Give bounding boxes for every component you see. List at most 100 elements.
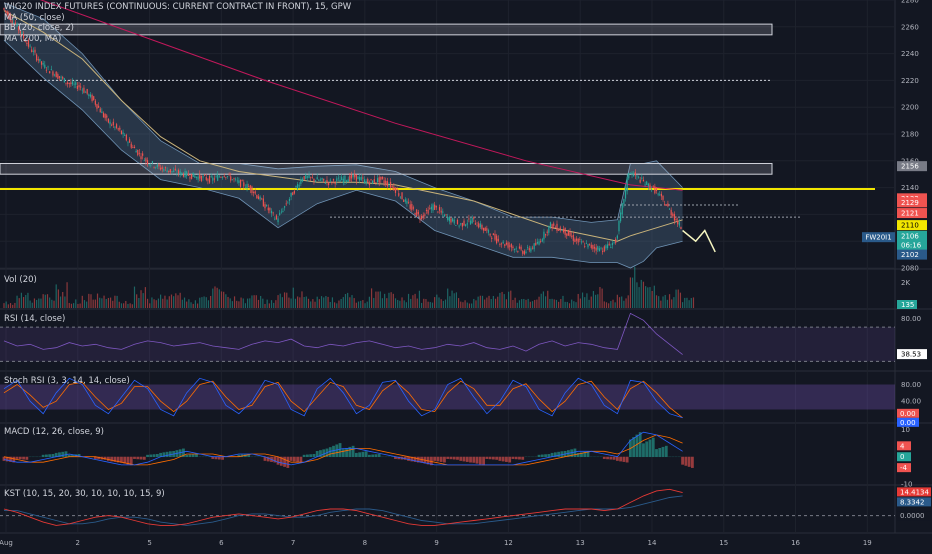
candle-body — [597, 246, 598, 249]
volume-bar — [190, 302, 191, 308]
candle-body — [51, 69, 52, 70]
candle-body — [605, 245, 606, 248]
stoch-rsi-legend[interactable]: Stoch RSI (3, 3, 14, 14, close) — [4, 376, 130, 387]
macd-histogram-bar — [299, 457, 302, 463]
kst-legend[interactable]: KST (10, 15, 20, 30, 10, 10, 10, 15, 9) — [4, 489, 165, 500]
volume-bar — [23, 297, 24, 308]
volume-bar — [591, 297, 592, 308]
volume-bar — [258, 300, 259, 308]
candle-body — [74, 84, 75, 85]
candle-body — [323, 179, 324, 181]
volume-bar — [680, 293, 681, 308]
volume-bar — [304, 297, 305, 308]
candle-body — [352, 175, 353, 177]
candle-body — [258, 196, 259, 199]
volume-bar — [673, 297, 674, 308]
macd-histogram-bar — [538, 455, 541, 457]
candle-body — [167, 170, 168, 172]
volume-bar — [669, 294, 670, 308]
candle-body — [106, 115, 107, 117]
candle-body — [576, 239, 577, 241]
volume-bar — [665, 295, 666, 308]
x-tick-label: 19 — [863, 539, 872, 547]
candle-body — [630, 173, 631, 174]
volume-legend[interactable]: Vol (20) — [4, 275, 37, 286]
stoch-tag: 0.00 — [900, 410, 916, 418]
candle-body — [537, 242, 538, 244]
candle-body — [664, 204, 665, 205]
volume-bar — [447, 289, 448, 308]
volume-bar — [167, 299, 168, 308]
volume-bar — [14, 303, 15, 308]
candle-body — [153, 167, 154, 168]
volume-bar — [173, 296, 174, 308]
macd-histogram-bar — [185, 455, 188, 457]
macd-histogram-bar — [502, 457, 505, 462]
volume-bar — [177, 295, 178, 308]
volume-bar — [525, 300, 526, 308]
volume-bar — [473, 299, 474, 308]
candle-body — [38, 59, 39, 60]
candle-body — [242, 180, 243, 181]
volume-bar — [534, 300, 535, 308]
candle-body — [465, 224, 466, 226]
volume-bar — [562, 296, 563, 308]
volume-bar — [430, 302, 431, 308]
volume-bar — [95, 300, 96, 308]
candle-body — [162, 167, 163, 169]
macd-line — [4, 432, 683, 465]
volume-bar — [90, 294, 91, 308]
volume-bar — [310, 301, 311, 308]
symbol-title[interactable]: WIG20 INDEX FUTURES (CONTINUOUS: CURRENT… — [4, 2, 351, 13]
candle-body — [344, 176, 345, 182]
macd-histogram-bar — [19, 457, 22, 459]
candle-body — [118, 128, 119, 129]
candle-body — [393, 187, 394, 190]
volume-bar — [369, 297, 370, 308]
macd-histogram-bar — [466, 457, 469, 462]
candle-body — [437, 212, 438, 213]
candle-body — [274, 219, 275, 220]
candle-body — [434, 205, 435, 210]
candle-body — [144, 160, 145, 161]
candle-body — [209, 176, 210, 183]
candle-body — [237, 181, 238, 182]
candle-body — [142, 153, 143, 155]
volume-bar — [232, 301, 233, 308]
volume-bar — [80, 304, 81, 308]
ma200-legend[interactable]: MA (200, MA) — [4, 34, 351, 45]
candle-body — [405, 199, 406, 201]
volume-bar — [423, 299, 424, 308]
candle-body — [560, 228, 561, 231]
macd-histogram-bar — [107, 457, 110, 461]
volume-bar — [399, 301, 400, 308]
volume-bar — [21, 293, 22, 308]
volume-bar — [243, 298, 244, 308]
candle-body — [57, 74, 58, 79]
candle-body — [149, 164, 150, 165]
candle-body — [189, 177, 190, 178]
bb-legend[interactable]: BB (20, close, 2) — [4, 23, 351, 34]
macd-legend[interactable]: MACD (12, 26, close, 9) — [4, 427, 104, 438]
volume-bar — [493, 296, 494, 308]
volume-bar — [256, 295, 257, 308]
rsi-legend[interactable]: RSI (14, close) — [4, 314, 65, 325]
ma50-legend[interactable]: MA (50, close) — [4, 13, 351, 24]
y-tick-label: 10 — [901, 426, 910, 434]
candle-body — [503, 242, 504, 243]
candle-body — [490, 234, 491, 236]
x-tick-label: Aug — [0, 539, 13, 547]
candle-body — [359, 177, 360, 180]
volume-bar — [519, 300, 520, 308]
candle-body — [233, 178, 234, 179]
candle-body — [423, 215, 424, 216]
candle-body — [383, 180, 384, 183]
volume-bar — [438, 297, 439, 308]
volume-bar — [652, 291, 653, 308]
candle-body — [80, 87, 81, 88]
candle-body — [219, 177, 220, 178]
candle-body — [550, 222, 551, 226]
candle-body — [641, 178, 642, 179]
